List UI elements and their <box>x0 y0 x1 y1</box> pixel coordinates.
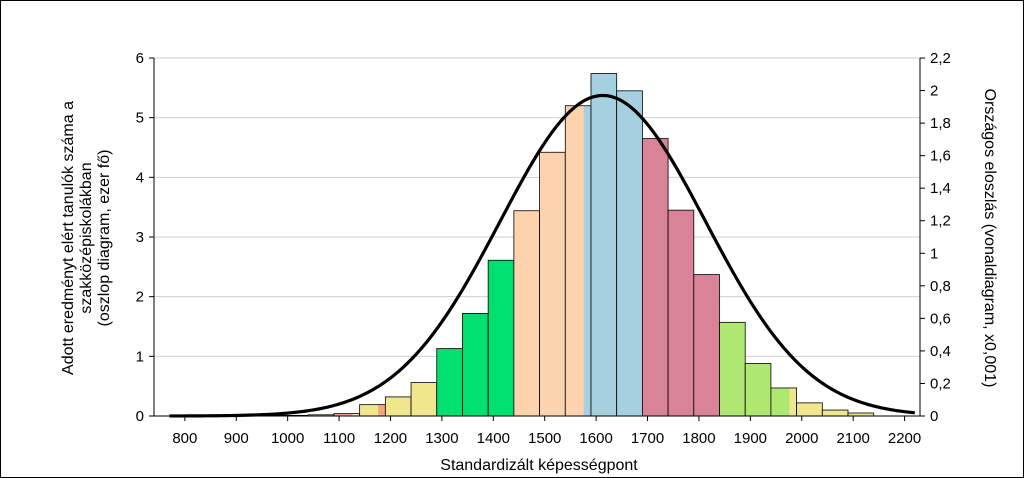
bar-6 <box>359 404 386 416</box>
y2-tick-label-9: 1,8 <box>930 115 951 132</box>
bar-7 <box>385 396 412 416</box>
bar-16 <box>616 90 643 417</box>
bar-24 <box>822 410 849 416</box>
bar-8 <box>411 382 437 416</box>
bar-19 <box>693 274 720 416</box>
bars <box>205 73 875 417</box>
y2-tick-label-1: 0,2 <box>930 375 951 392</box>
bar-21 <box>745 363 771 416</box>
bar-25 <box>848 413 874 416</box>
y-tick-label-2: 2 <box>136 289 144 306</box>
y-tick-label-4: 4 <box>136 169 144 186</box>
x-tick-label-11: 1900 <box>734 430 767 447</box>
x-tick-label-5: 1300 <box>425 430 458 447</box>
x-tick-label-7: 1500 <box>528 430 561 447</box>
bar-4 <box>308 414 334 416</box>
y-tick-label-0: 0 <box>136 408 144 425</box>
y2-axis-title: Országos eloszlás (vonaldiagram, x0,001) <box>981 89 998 388</box>
x-tick-label-3: 1100 <box>323 430 355 447</box>
y2-tick-label-8: 1,6 <box>930 148 951 165</box>
bar-5-accent <box>352 413 360 416</box>
bar-17 <box>642 138 669 417</box>
y-axis-title-line-1: Adott eredményt elért tanulók száma a <box>60 101 77 375</box>
y2-axis-title-group: Országos eloszlás (vonaldiagram, x0,001) <box>981 89 998 388</box>
x-tick-label-1: 900 <box>224 430 249 447</box>
bar-20 <box>719 322 746 416</box>
y2-tick-label-11: 2,2 <box>930 50 951 67</box>
x-tick-label-9: 1700 <box>631 430 664 447</box>
bar-22-accent <box>789 387 797 416</box>
x-tick-label-0: 800 <box>172 430 197 447</box>
x-tick-label-6: 1400 <box>477 430 510 447</box>
y-axis-title-line-3: (oszlop diagram, ezer fő) <box>96 150 113 327</box>
bar-9 <box>436 348 463 416</box>
y-tick-label-3: 3 <box>136 229 144 246</box>
x-tick-label-10: 1800 <box>682 430 715 447</box>
bar-13 <box>539 152 566 417</box>
bar-23 <box>796 402 823 416</box>
bar-5 <box>333 413 360 416</box>
x-tick-label-13: 2100 <box>836 430 869 447</box>
y-tick-label-5: 5 <box>136 110 144 127</box>
y2-tick-label-5: 1 <box>930 245 938 262</box>
x-tick-label-2: 1000 <box>271 430 304 447</box>
x-tick-label-4: 1200 <box>374 430 407 447</box>
axes: 0 1 2 3 4 5 6 0 0,2 0,4 0,6 0,8 1 1,2 1,4 1,6 1,8 2 2,2 800… <box>136 50 951 447</box>
bar-11 <box>488 260 514 416</box>
distribution-curve-group <box>169 93 916 418</box>
bar-18 <box>668 210 694 416</box>
y2-tick-label-4: 0,8 <box>930 278 951 295</box>
x-axis-title: Standardizált képességpont <box>440 457 638 474</box>
distribution-curve <box>169 93 916 418</box>
y2-tick-label-3: 0,6 <box>930 310 951 327</box>
x-tick-label-8: 1600 <box>579 430 612 447</box>
y-axis-title: Adott eredményt elért tanulók száma a sz… <box>60 101 113 375</box>
x-tick-label-12: 2000 <box>785 430 818 447</box>
x-tick-label-14: 2200 <box>888 430 921 447</box>
y-tick-label-6: 6 <box>136 50 144 67</box>
y2-tick-label-6: 1,2 <box>930 213 951 230</box>
bar-10 <box>462 313 489 416</box>
bar-14-accent <box>583 105 591 416</box>
y2-tick-label-7: 1,4 <box>930 180 951 197</box>
bar-6-accent <box>378 404 386 416</box>
y-tick-label-1: 1 <box>136 348 144 365</box>
bar-15 <box>590 73 617 416</box>
y-axis-title-line-2: szakközépiskolákban <box>78 162 95 313</box>
y2-tick-label-2: 0,4 <box>930 343 951 360</box>
y2-tick-label-10: 2 <box>930 83 938 100</box>
bar-12 <box>513 210 540 416</box>
y2-tick-label-0: 0 <box>930 408 938 425</box>
